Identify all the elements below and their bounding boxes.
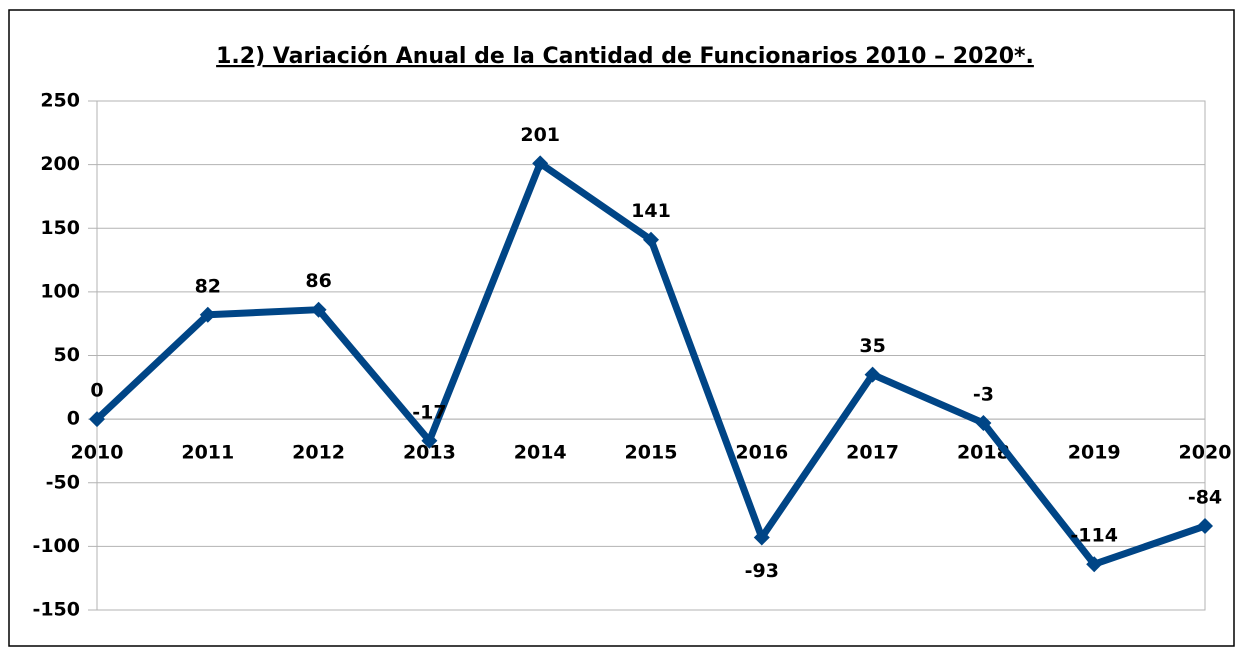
x-tick-label: 2018 (957, 442, 1010, 464)
x-tick-label: 2015 (625, 442, 678, 464)
y-tick-label: -150 (32, 599, 80, 621)
marker (643, 231, 659, 248)
y-tick-label: 150 (40, 217, 80, 239)
x-tick-label: 2010 (71, 442, 124, 464)
data-label: -84 (1188, 487, 1222, 509)
marker (199, 306, 216, 323)
marker (975, 414, 992, 431)
x-tick-label: 2013 (403, 442, 456, 464)
marker (532, 155, 549, 172)
x-tick-label: 2016 (735, 442, 788, 464)
y-tick-label: 50 (54, 344, 80, 366)
chart-title: 1.2) Variación Anual de la Cantidad de F… (216, 44, 1034, 69)
data-label: 141 (631, 200, 671, 222)
marker (421, 432, 438, 449)
x-tick-label: 2020 (1179, 442, 1232, 464)
frame (8, 9, 1235, 647)
x-tick-label: 2012 (292, 442, 345, 464)
data-label: 0 (90, 380, 103, 402)
y-tick-label: 200 (40, 153, 80, 175)
y-tick-label: 0 (67, 408, 80, 430)
data-label: -3 (973, 383, 994, 405)
data-label: 35 (859, 335, 885, 357)
x-tick-label: 2017 (846, 442, 899, 464)
y-tick-label: -100 (32, 535, 80, 557)
x-tick-label: 2011 (181, 442, 234, 464)
data-label: 86 (305, 270, 331, 292)
marker (1086, 556, 1103, 573)
data-label: 201 (520, 124, 560, 146)
data-label: -17 (412, 401, 446, 423)
y-tick-label: -50 (46, 471, 80, 493)
marker (89, 411, 105, 428)
marker (864, 366, 881, 383)
marker (753, 529, 770, 546)
data-label: -114 (1070, 525, 1118, 547)
x-tick-label: 2014 (514, 442, 567, 464)
marker (310, 301, 327, 318)
data-label: 82 (195, 275, 221, 297)
data-label: -93 (745, 560, 779, 582)
y-tick-label: 250 (40, 90, 80, 112)
x-tick-label: 2019 (1068, 442, 1121, 464)
y-tick-label: 100 (40, 280, 80, 302)
marker (1197, 518, 1213, 535)
